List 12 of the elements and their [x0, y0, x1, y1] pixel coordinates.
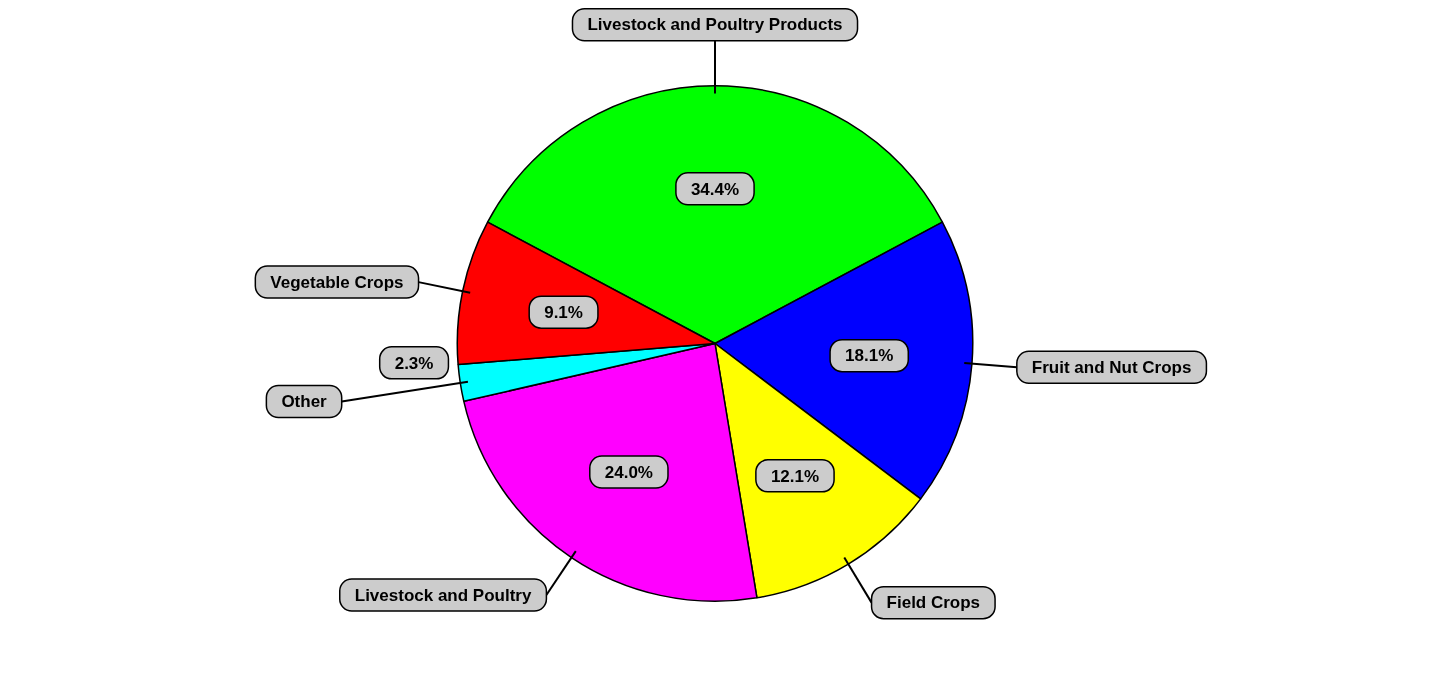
data-label: 24.0%	[604, 462, 653, 482]
slice-label: Livestock and Poultry	[354, 585, 532, 605]
slice-label: Livestock and Poultry Products	[587, 15, 843, 35]
data-label: 18.1%	[845, 346, 894, 366]
slice-label: Vegetable Crops	[270, 272, 404, 292]
slice-label: Fruit and Nut Crops	[1031, 357, 1192, 377]
data-label: 9.1%	[544, 302, 583, 322]
data-label: 2.3%	[394, 353, 434, 373]
data-label: 12.1%	[770, 466, 820, 486]
data-label: 34.4%	[690, 179, 740, 199]
slice-label: Field Crops	[886, 593, 981, 613]
slice-label: Other	[281, 392, 328, 412]
